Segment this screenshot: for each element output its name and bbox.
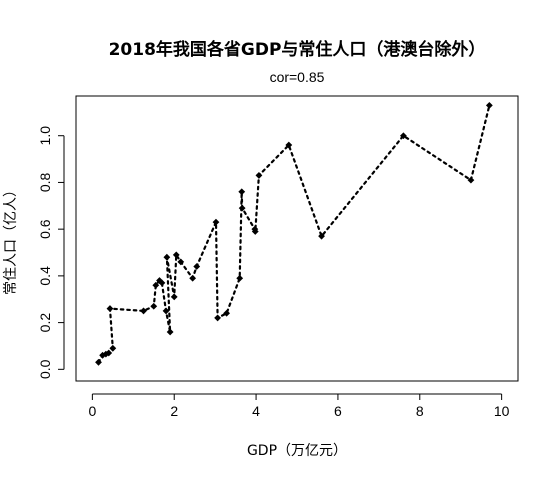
chart-title: 2018年我国各省GDP与常住人口（港澳台除外） (109, 39, 486, 60)
y-tick-label: 0.8 (37, 172, 53, 192)
plot-area-frame (75, 95, 519, 382)
data-point (140, 307, 147, 315)
x-tick-label: 4 (252, 403, 260, 419)
data-point (251, 228, 259, 235)
data-point (95, 358, 102, 366)
data-point (400, 132, 407, 140)
chart-subtitle: cor=0.85 (270, 69, 325, 85)
x-tick-label: 10 (494, 403, 510, 419)
data-point (162, 307, 170, 315)
x-axis-label: GDP（万亿元） (247, 443, 347, 459)
data-point (236, 274, 244, 282)
data-point (212, 218, 220, 226)
data-point (467, 176, 475, 184)
data-point (172, 251, 180, 259)
data-point (150, 302, 158, 310)
data-point (99, 351, 107, 359)
y-tick-label: 0.0 (37, 359, 53, 379)
data-point (238, 188, 246, 196)
data-point (485, 101, 493, 109)
x-tick-label: 6 (334, 403, 342, 419)
data-points (95, 101, 493, 366)
y-axis-label: 常住人口（亿人） (3, 183, 19, 295)
x-axis: 0 2 4 6 8 10 (88, 393, 510, 419)
data-point (177, 258, 185, 266)
data-point (214, 314, 222, 322)
data-point (238, 204, 246, 212)
data-point (105, 349, 113, 357)
data-point (255, 172, 263, 179)
y-tick-label: 0.6 (37, 219, 53, 239)
data-point (285, 141, 293, 149)
data-point (189, 274, 197, 282)
y-tick-label: 1.0 (37, 126, 53, 146)
x-tick-label: 8 (416, 403, 424, 419)
data-point (106, 305, 114, 312)
data-point (223, 309, 231, 317)
data-point (170, 293, 178, 301)
data-point (193, 263, 201, 270)
series-line (97, 104, 491, 364)
y-axis: 0.0 0.2 0.4 0.6 0.8 1.0 (37, 126, 65, 379)
x-tick-label: 2 (170, 403, 178, 419)
y-tick-label: 0.2 (37, 313, 53, 333)
y-tick-label: 0.4 (37, 266, 53, 286)
x-tick-label: 0 (88, 403, 96, 419)
data-point (158, 279, 166, 287)
data-point (318, 232, 325, 240)
data-point (166, 328, 174, 336)
data-point (102, 350, 110, 358)
data-point (152, 281, 160, 289)
data-point (109, 344, 117, 352)
data-point (163, 253, 171, 261)
